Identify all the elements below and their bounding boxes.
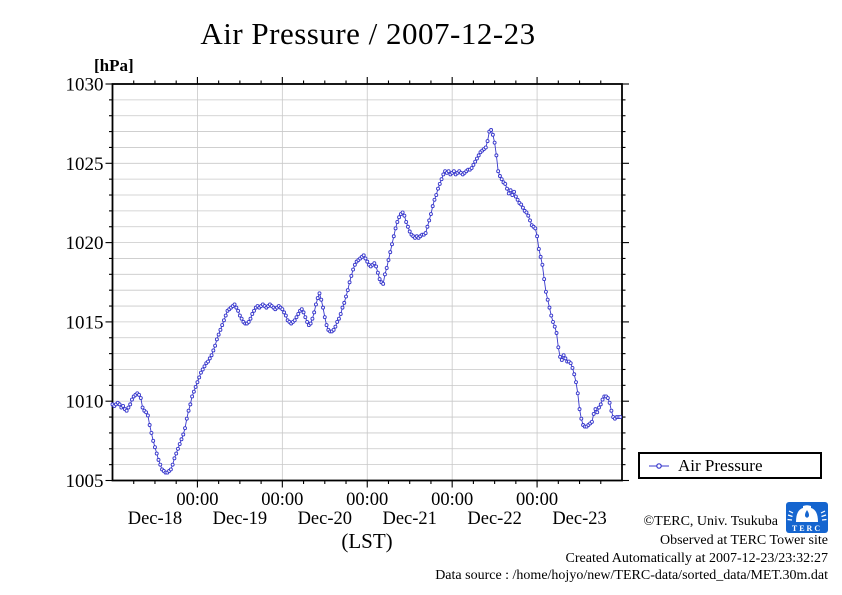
copyright-text: ©TERC, Univ. Tsukuba xyxy=(643,514,779,529)
series-marker-icon xyxy=(649,462,669,469)
y-tick-labels: 1005 1010 1015 1020 1025 1030 xyxy=(66,75,104,493)
svg-text:Dec-18: Dec-18 xyxy=(128,509,182,529)
legend-label: Air Pressure xyxy=(678,456,763,475)
svg-text:1020: 1020 xyxy=(66,233,104,254)
svg-text:00:00: 00:00 xyxy=(176,490,218,510)
svg-text:1005: 1005 xyxy=(66,471,104,492)
x-axis-label: (LST) xyxy=(341,529,393,553)
created-timestamp-text: Created Automatically at 2007-12-23/23:3… xyxy=(565,551,828,566)
y-axis-unit-label: [hPa] xyxy=(94,56,134,75)
terc-logo-text: TERC xyxy=(792,524,822,533)
svg-text:00:00: 00:00 xyxy=(346,490,388,510)
svg-text:Dec-20: Dec-20 xyxy=(298,509,352,529)
svg-text:1010: 1010 xyxy=(66,392,104,413)
svg-text:00:00: 00:00 xyxy=(431,490,473,510)
gridlines xyxy=(112,84,622,481)
svg-text:00:00: 00:00 xyxy=(516,490,558,510)
plot-frame xyxy=(111,83,623,482)
data-source-text: Data source : /home/hojyo/new/TERC-data/… xyxy=(435,568,828,583)
svg-text:1025: 1025 xyxy=(66,154,104,175)
air-pressure-points xyxy=(110,128,623,475)
svg-text:1030: 1030 xyxy=(66,75,104,96)
svg-text:00:00: 00:00 xyxy=(261,490,303,510)
svg-text:Dec-23: Dec-23 xyxy=(552,509,606,529)
terc-logo: TERC xyxy=(786,502,828,533)
chart-title: Air Pressure / 2007-12-23 xyxy=(200,16,536,51)
air-pressure-line xyxy=(112,129,621,474)
observed-site-text: Observed at TERC Tower site xyxy=(659,533,828,548)
svg-text:Dec-21: Dec-21 xyxy=(382,509,436,529)
svg-text:1015: 1015 xyxy=(66,312,104,333)
svg-text:Dec-19: Dec-19 xyxy=(213,509,267,529)
legend: Air Pressure xyxy=(638,452,822,479)
svg-text:Dec-22: Dec-22 xyxy=(467,509,521,529)
